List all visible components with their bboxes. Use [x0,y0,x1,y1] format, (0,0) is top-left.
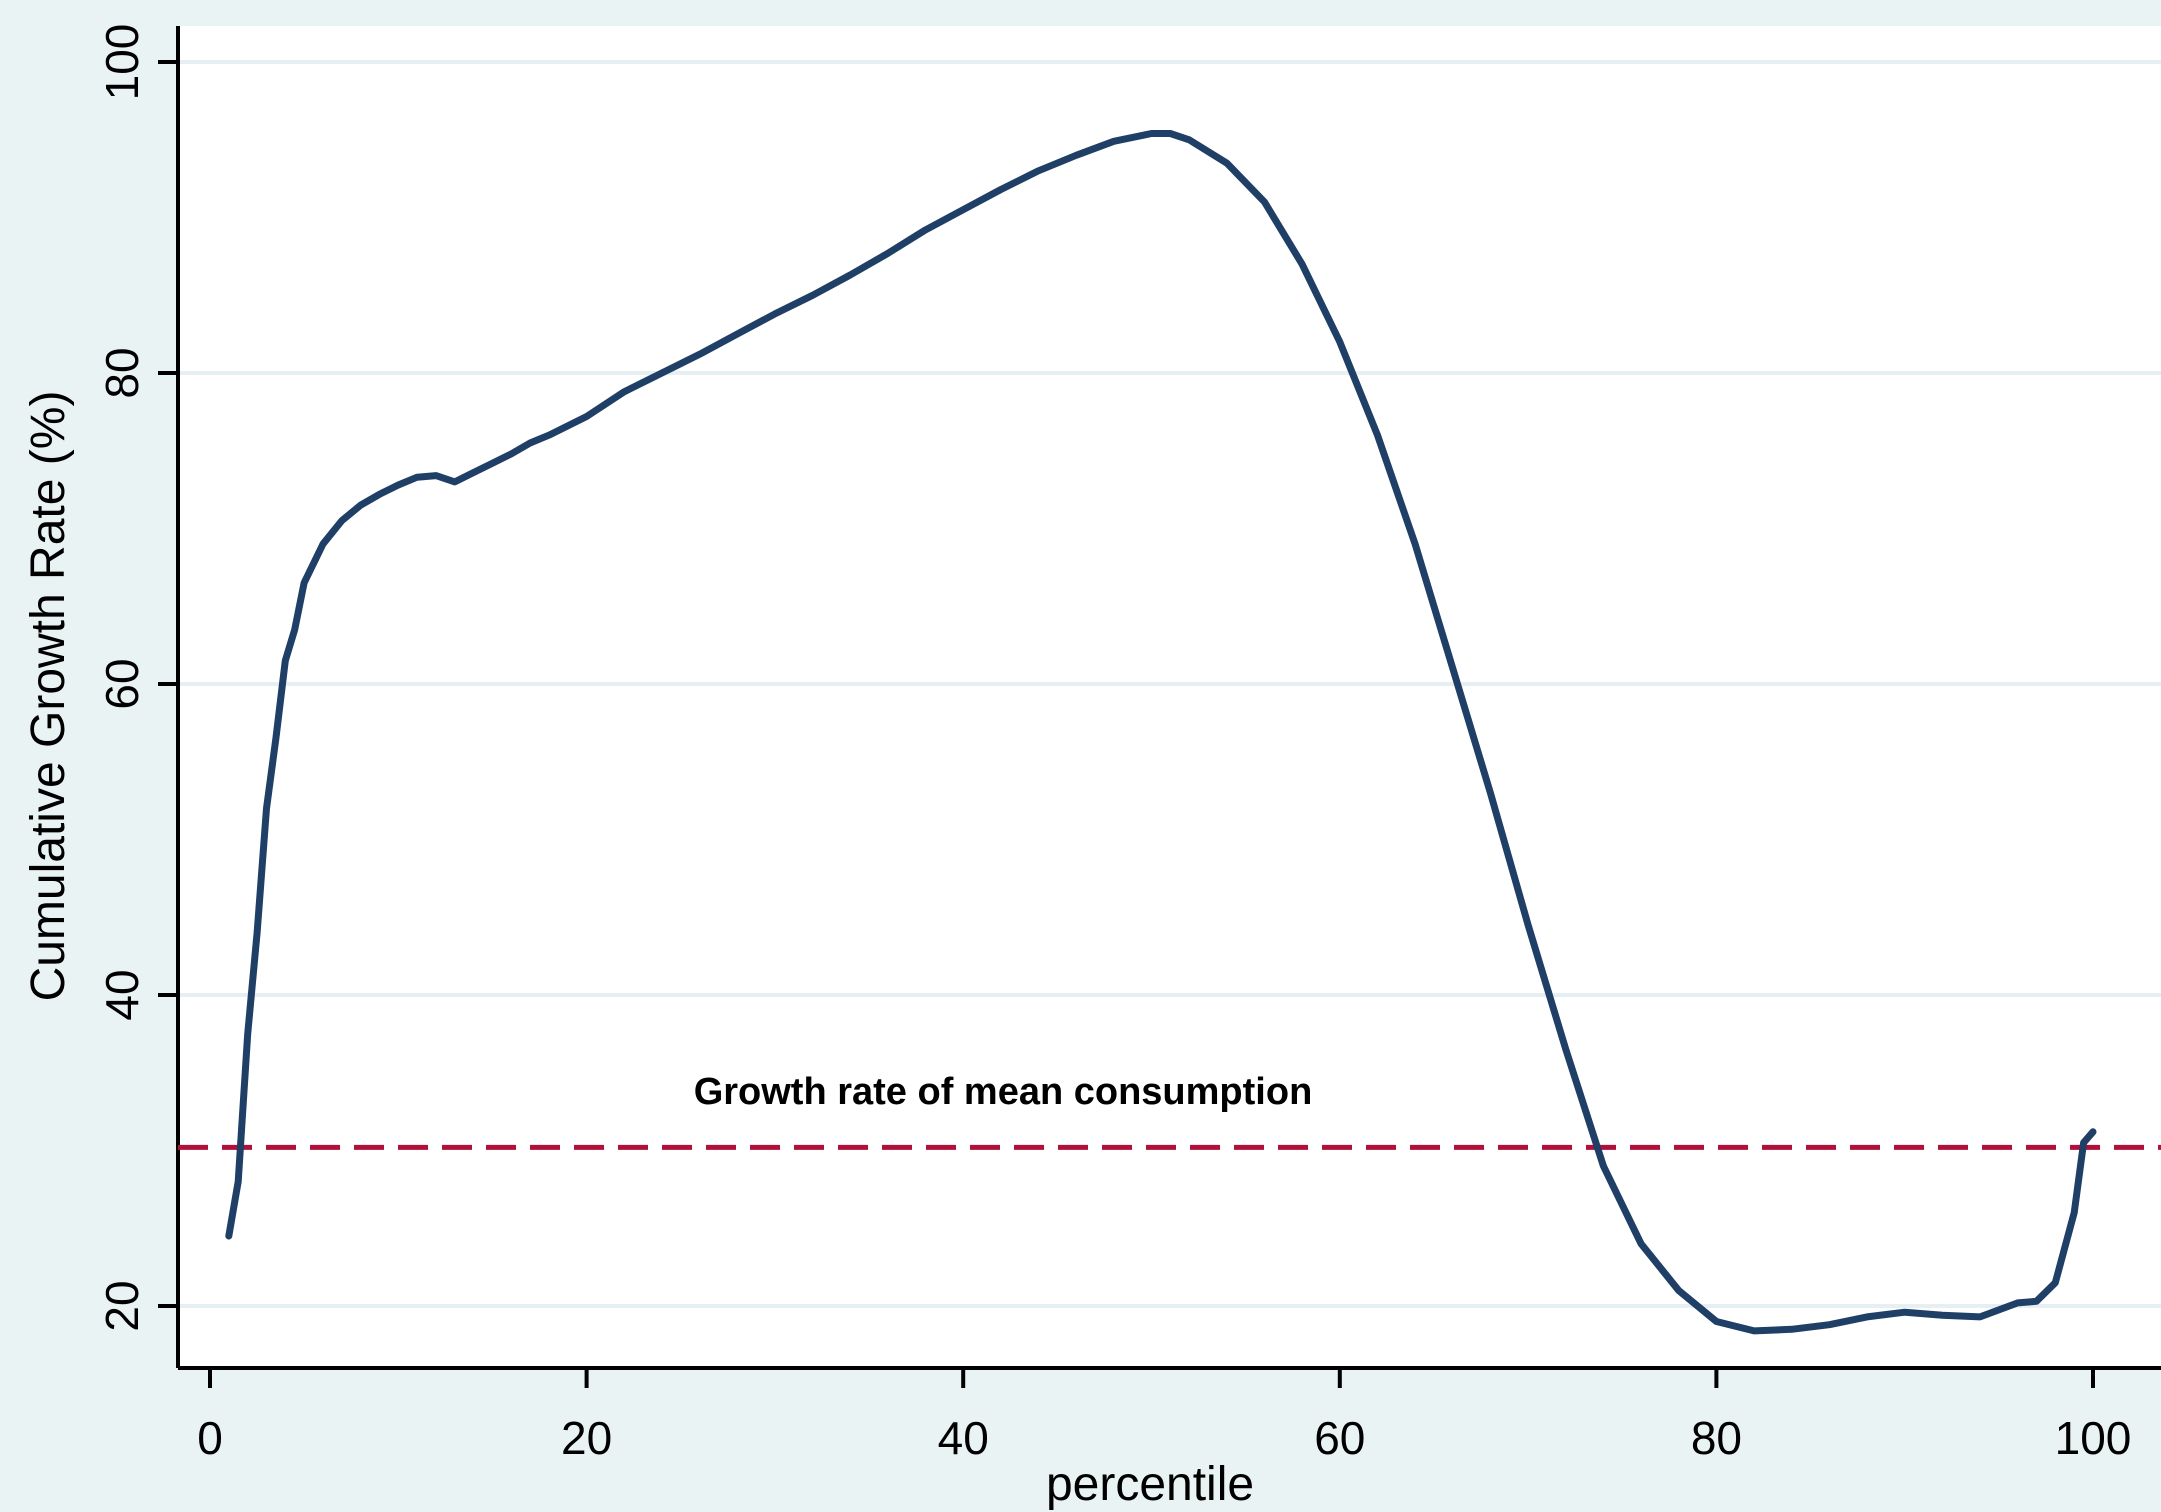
plot-area [178,26,2161,1368]
x-tick-label-40: 40 [938,1412,989,1464]
x-axis-title: percentile [1046,1458,1254,1511]
gridlines [178,60,2161,1308]
y-tick-label-60: 60 [96,658,148,709]
y-tick-label-100: 100 [96,24,148,101]
x-tick-label-20: 20 [561,1412,612,1464]
reference-line-label: Growth rate of mean consumption [694,1071,1313,1113]
y-tick-label-80: 80 [96,347,148,398]
x-tick-label-80: 80 [1691,1412,1742,1464]
axes: 20 40 60 80 100 0 20 40 60 80 100 [96,24,2161,1464]
series-layer [178,130,2161,1335]
x-tick-label-0: 0 [197,1412,223,1464]
x-tick-label-60: 60 [1314,1412,1365,1464]
y-tick-label-40: 40 [96,969,148,1020]
y-axis-title: Cumulative Growth Rate (%) [22,391,75,1002]
y-tick-label-20: 20 [96,1280,148,1331]
series-line-0 [225,130,2097,1335]
x-tick-label-100: 100 [2055,1412,2132,1464]
